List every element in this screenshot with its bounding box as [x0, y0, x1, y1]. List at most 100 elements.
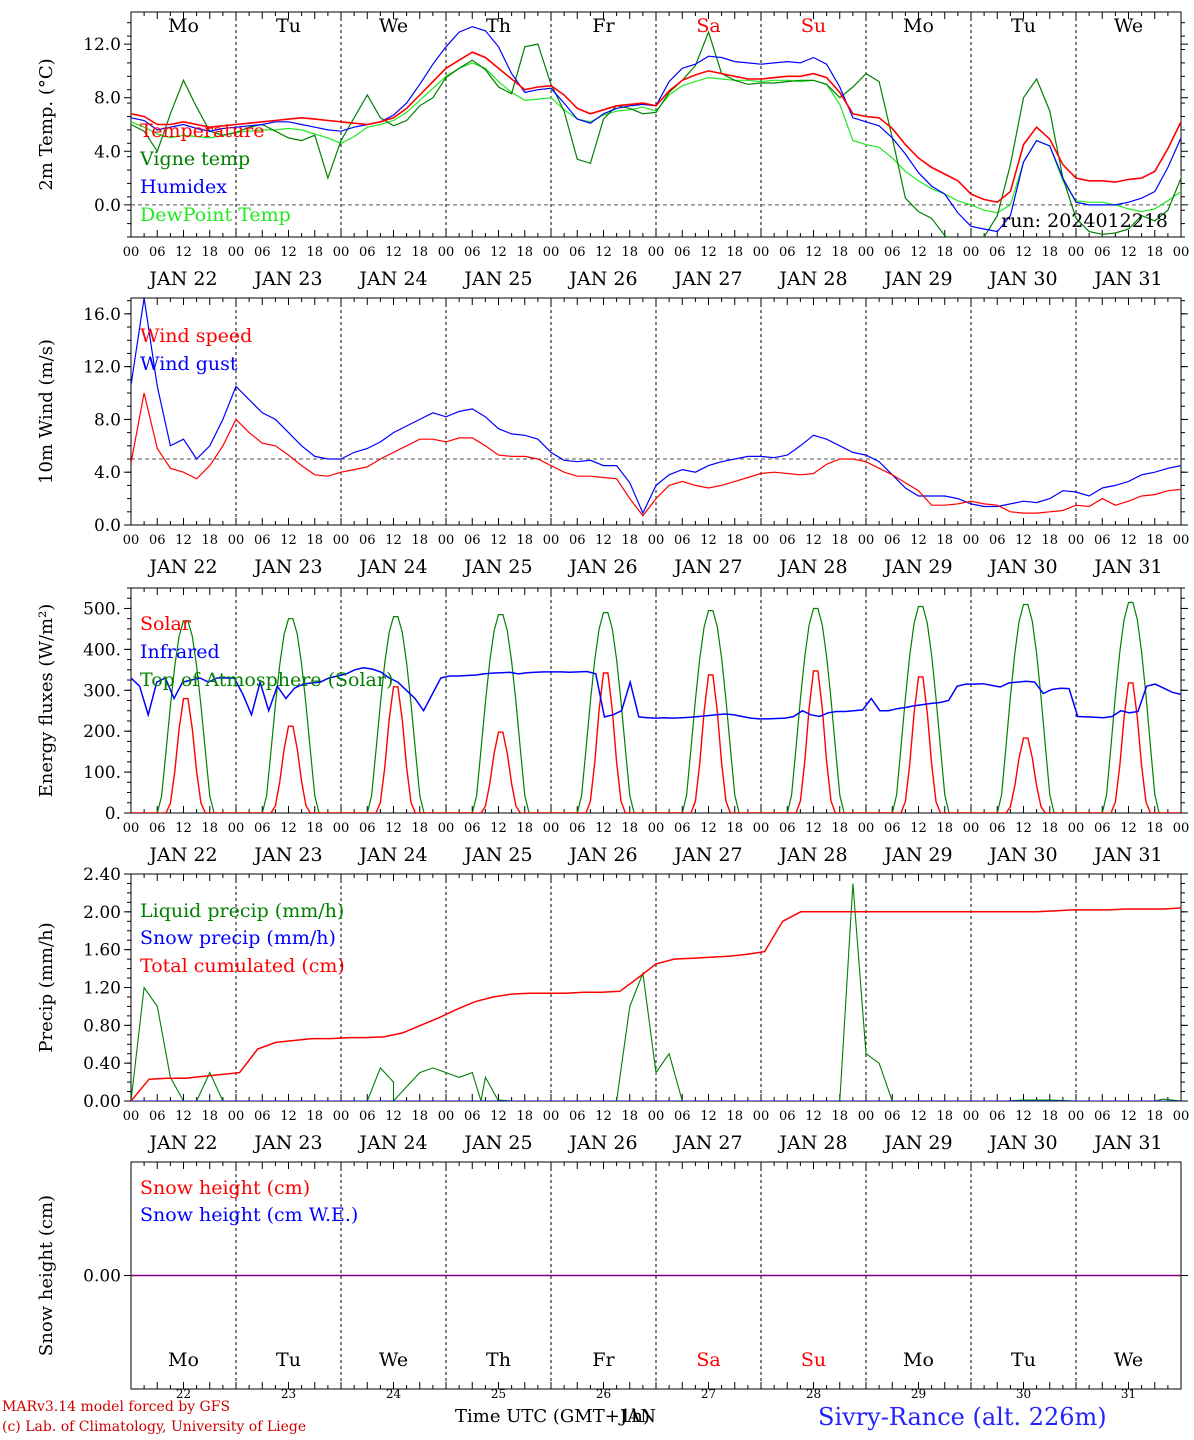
temp-run-annotation: run: 2024012218	[1001, 210, 1168, 232]
wind-hour-label: 00	[543, 533, 560, 548]
precip-hour-label: 18	[1146, 1109, 1163, 1124]
wind-hour-label: 12	[1120, 533, 1137, 548]
energy-frame	[130, 587, 1182, 814]
wind-date-label: JAN 27	[672, 556, 742, 578]
precip-hour-label: 18	[411, 1109, 428, 1124]
wind-hour-label: 18	[1041, 533, 1058, 548]
temp-hour-label: 12	[700, 245, 717, 260]
wind-hour-label: 06	[569, 533, 586, 548]
wind-hour-label: 12	[280, 533, 297, 548]
temp-date-label: JAN 24	[357, 268, 427, 290]
wind-hour-label: 12	[175, 533, 192, 548]
energy-hour-label: 18	[936, 821, 953, 836]
energy-hour-label: 00	[963, 821, 980, 836]
energy-hour-label: 12	[700, 821, 717, 836]
precip-legend-entry: Snow precip (mm/h)	[140, 927, 336, 949]
energy-date-label: JAN 31	[1092, 844, 1162, 866]
temp-date-label: JAN 25	[462, 268, 532, 290]
precip-hour-label: 00	[333, 1109, 350, 1124]
energy-series-line	[131, 667, 1181, 720]
snow-weekday-label: Mo	[168, 1349, 199, 1371]
temp-weekday-label: Mo	[168, 15, 199, 37]
snow-weekday-label: We	[1114, 1349, 1143, 1371]
energy-hour-label: 06	[989, 821, 1006, 836]
energy-hour-label: 06	[674, 821, 691, 836]
precip-hour-label: 12	[1120, 1109, 1137, 1124]
temp-series-line	[131, 51, 1181, 204]
wind-hour-label: 12	[910, 533, 927, 548]
wind-hour-label: 06	[989, 533, 1006, 548]
precip-date-label: JAN 25	[462, 1132, 532, 1154]
precip-hour-label: 00	[858, 1109, 875, 1124]
wind-date-label: JAN 25	[462, 556, 532, 578]
precip-hour-label: 06	[254, 1109, 271, 1124]
wind-hour-label: 18	[621, 533, 638, 548]
precip-hour-label: 12	[700, 1109, 717, 1124]
snow-weekday-label: Su	[801, 1349, 826, 1371]
x-axis-overlap-label: JAN	[620, 1406, 656, 1427]
energy-hour-label: 18	[306, 821, 323, 836]
temp-hour-label: 00	[228, 245, 245, 260]
precip-hour-label: 00	[753, 1109, 770, 1124]
wind-date-label: JAN 29	[882, 556, 952, 578]
temp-hour-label: 06	[884, 245, 901, 260]
temp-hour-label: 12	[490, 245, 507, 260]
energy-hour-label: 12	[490, 821, 507, 836]
temp-date-label: JAN 28	[777, 268, 847, 290]
temp-hour-label: 00	[1068, 245, 1085, 260]
temp-date-label: JAN 23	[252, 268, 322, 290]
snow-day-number: 26	[596, 1387, 611, 1401]
energy-hour-label: 12	[385, 821, 402, 836]
temp-legend-entry: Humidex	[140, 176, 227, 198]
wind-hour-label: 00	[123, 533, 140, 548]
temp-hour-label: 06	[674, 245, 691, 260]
wind-hour-label: 00	[228, 533, 245, 548]
precip-date-label: JAN 24	[357, 1132, 427, 1154]
wind-hour-label: 18	[516, 533, 533, 548]
snow-y-axis-label: Snow height (cm)	[36, 1195, 57, 1356]
temp-legend-entry: Temperature	[140, 120, 264, 142]
precip-hour-label: 06	[359, 1109, 376, 1124]
temp-hour-label: 00	[543, 245, 560, 260]
energy-hour-label: 00	[858, 821, 875, 836]
energy-legend-entry: Solar	[140, 613, 192, 635]
snow-day-number: 24	[386, 1387, 402, 1401]
precip-hour-label: 00	[543, 1109, 560, 1124]
wind-hour-label: 00	[753, 533, 770, 548]
temp-hour-label: 00	[753, 245, 770, 260]
energy-hour-label: 00	[123, 821, 140, 836]
temp-date-label: JAN 26	[567, 268, 637, 290]
precip-hour-label: 00	[123, 1109, 140, 1124]
energy-hour-label: 18	[831, 821, 848, 836]
energy-date-label: JAN 22	[147, 844, 217, 866]
wind-hour-label: 00	[1173, 533, 1190, 548]
temp-weekday-label: We	[1114, 15, 1143, 37]
wind-date-label: JAN 31	[1092, 556, 1162, 578]
wind-date-label: JAN 24	[357, 556, 427, 578]
temp-date-label: JAN 29	[882, 268, 952, 290]
wind-hour-label: 00	[963, 533, 980, 548]
energy-hour-label: 12	[910, 821, 927, 836]
precip-hour-label: 06	[149, 1109, 166, 1124]
energy-y-tick-label: 100.	[83, 763, 121, 783]
energy-date-label: JAN 30	[987, 844, 1057, 866]
temp-y-tick-label: 0.0	[94, 196, 121, 216]
energy-hour-label: 00	[438, 821, 455, 836]
wind-hour-label: 12	[700, 533, 717, 548]
energy-hour-label: 00	[753, 821, 770, 836]
wind-hour-label: 06	[884, 533, 901, 548]
energy-hour-label: 06	[569, 821, 586, 836]
precip-hour-label: 06	[569, 1109, 586, 1124]
temp-hour-label: 06	[1094, 245, 1111, 260]
temp-hour-label: 00	[1173, 245, 1190, 260]
energy-series-line	[131, 670, 1181, 813]
precip-hour-label: 18	[621, 1109, 638, 1124]
snow-day-number: 31	[1121, 1387, 1136, 1401]
precip-legend-entry: Liquid precip (mm/h)	[140, 900, 344, 922]
precip-hour-label: 18	[306, 1109, 323, 1124]
temp-weekday-label: Sa	[696, 15, 720, 37]
energy-hour-label: 12	[280, 821, 297, 836]
wind-hour-label: 18	[936, 533, 953, 548]
temp-hour-label: 00	[858, 245, 875, 260]
